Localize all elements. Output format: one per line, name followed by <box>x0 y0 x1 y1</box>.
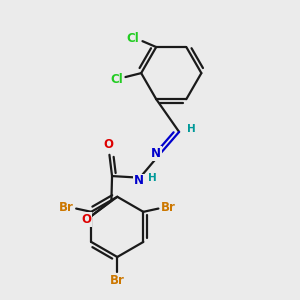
Text: Cl: Cl <box>110 73 123 85</box>
Text: Br: Br <box>160 201 175 214</box>
Text: O: O <box>104 139 114 152</box>
Text: H: H <box>187 124 196 134</box>
Text: H: H <box>148 173 157 183</box>
Text: Br: Br <box>59 201 74 214</box>
Text: N: N <box>134 175 144 188</box>
Text: N: N <box>151 147 161 160</box>
Text: Cl: Cl <box>126 32 139 45</box>
Text: Br: Br <box>110 274 125 287</box>
Text: O: O <box>81 213 91 226</box>
